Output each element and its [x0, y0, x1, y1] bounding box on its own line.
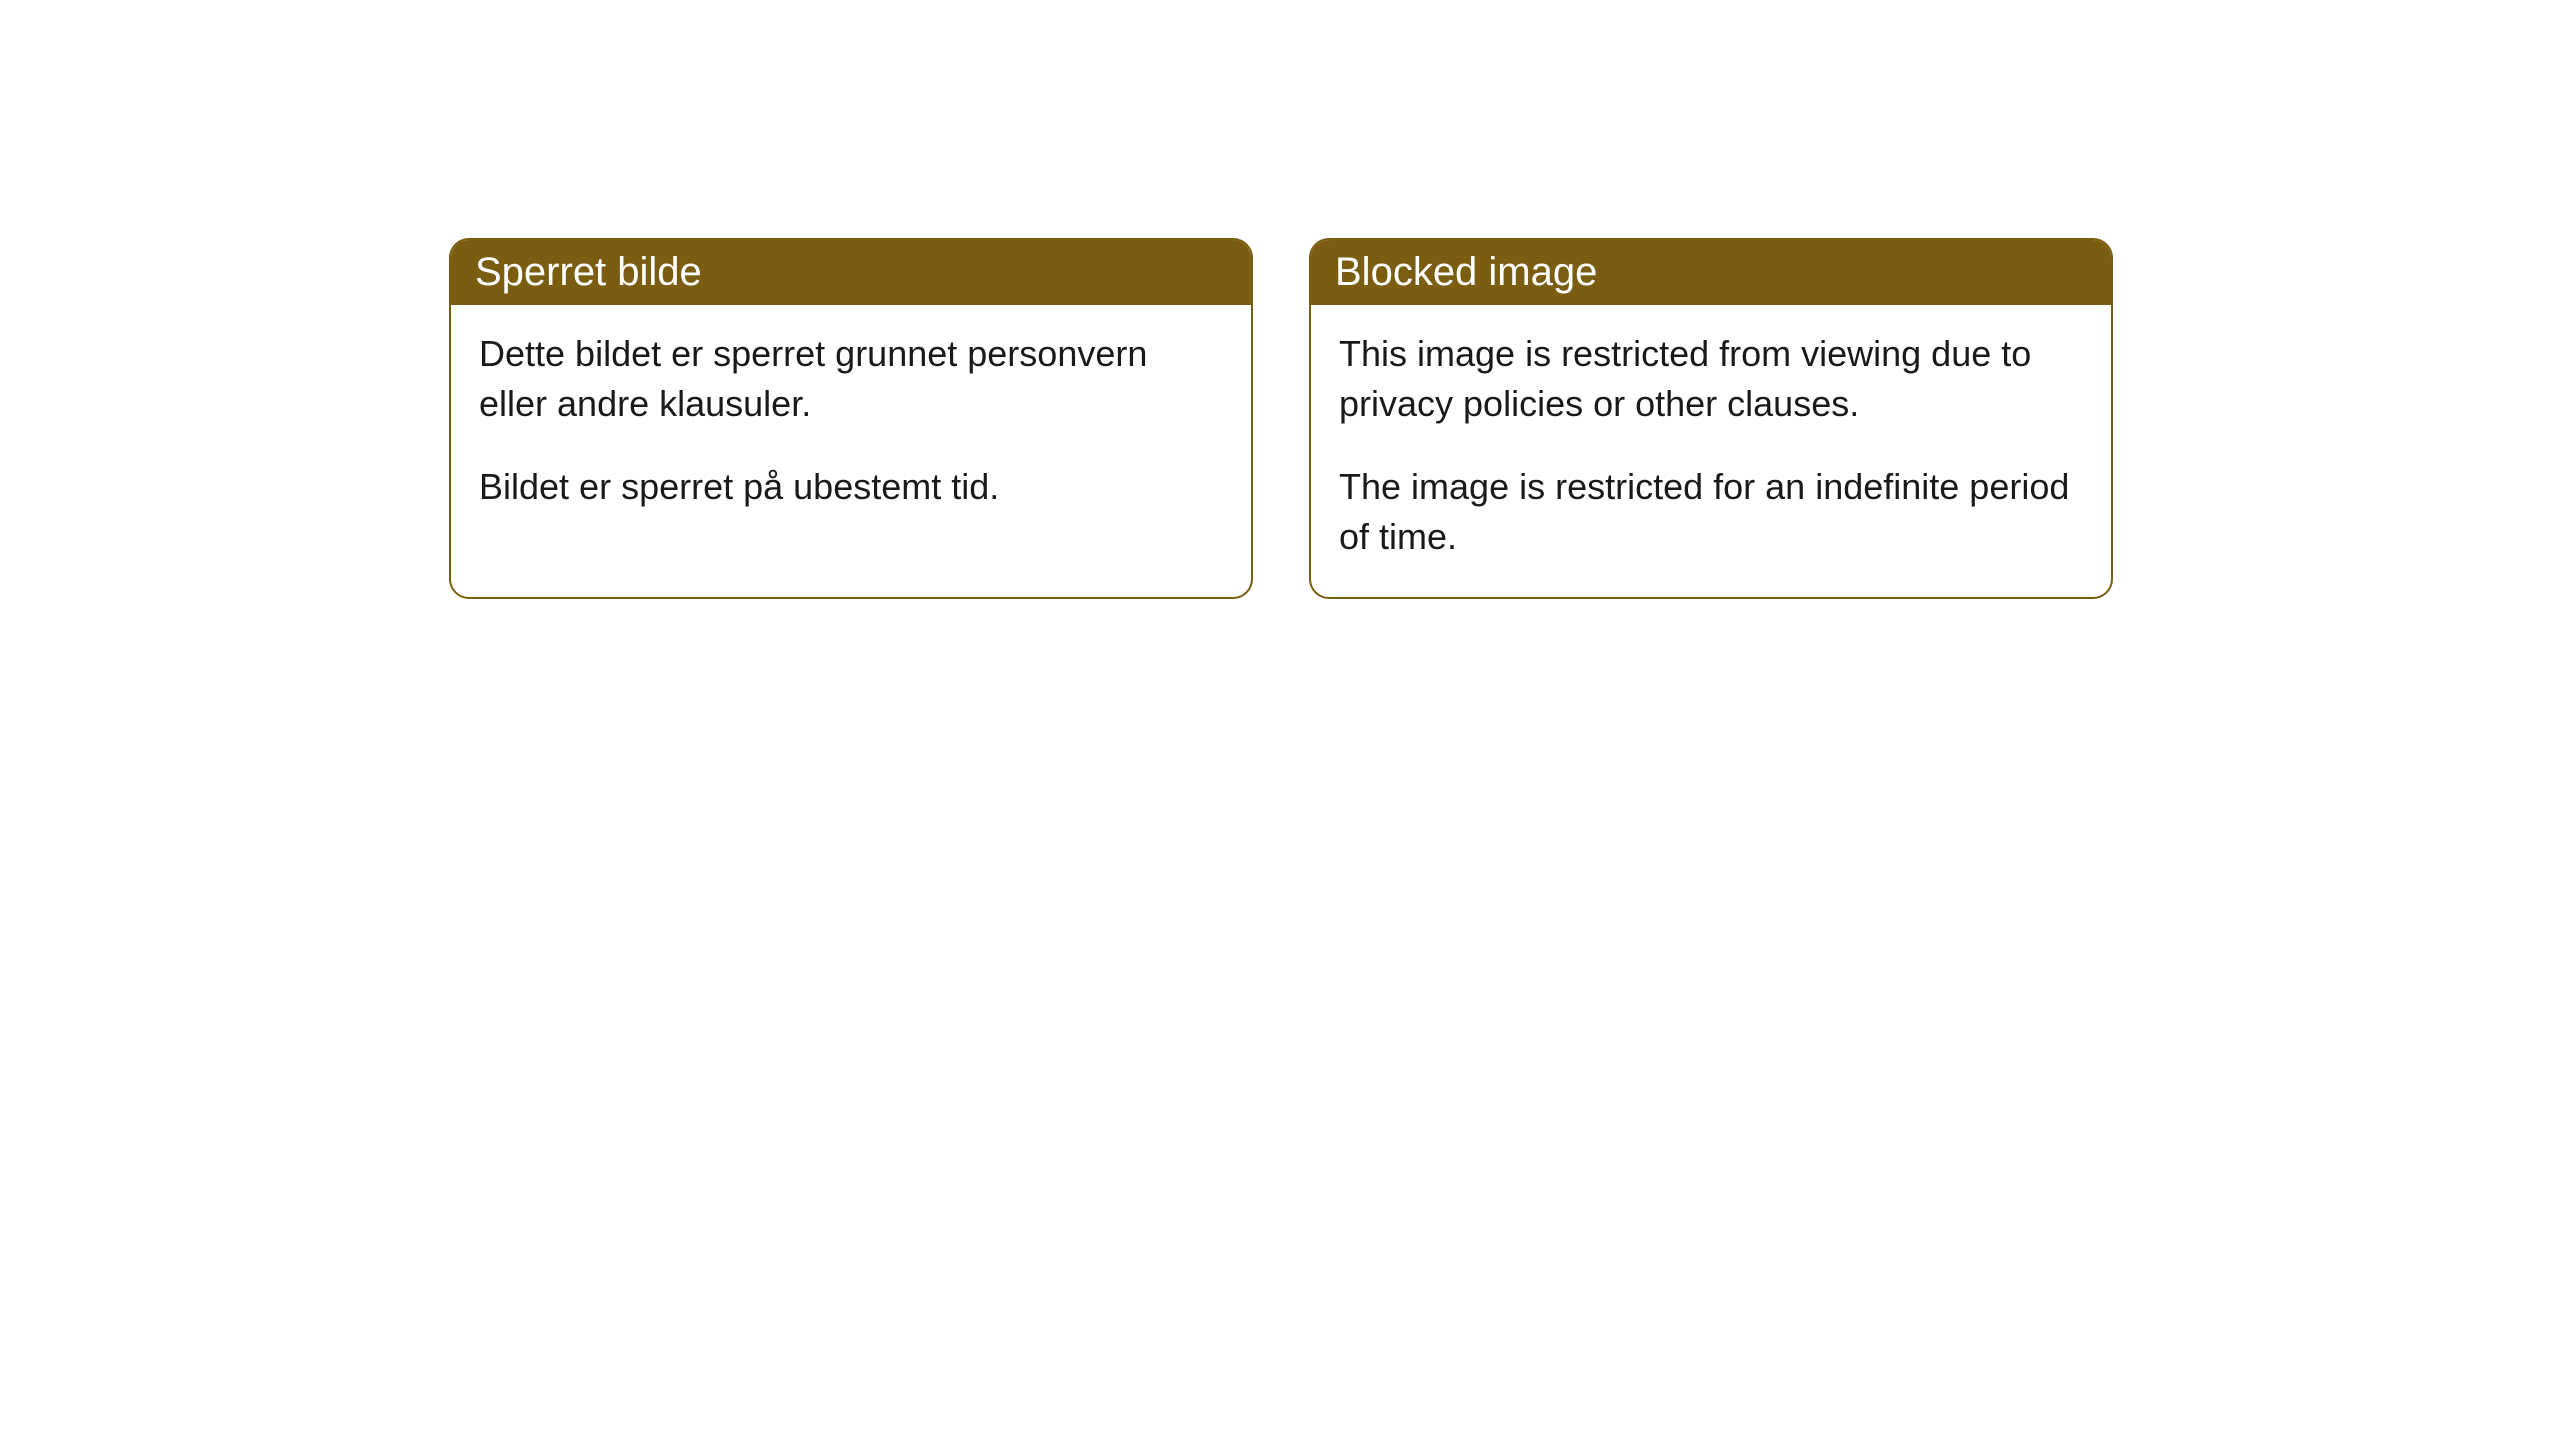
blocked-image-card-norwegian: Sperret bilde Dette bildet er sperret gr… — [449, 238, 1253, 599]
card-title: Sperret bilde — [475, 250, 702, 294]
card-body: This image is restricted from viewing du… — [1311, 305, 2111, 597]
card-container: Sperret bilde Dette bildet er sperret gr… — [0, 0, 2560, 599]
card-title: Blocked image — [1335, 250, 1597, 294]
blocked-image-card-english: Blocked image This image is restricted f… — [1309, 238, 2113, 599]
card-paragraph: Dette bildet er sperret grunnet personve… — [479, 329, 1223, 430]
card-paragraph: The image is restricted for an indefinit… — [1339, 462, 2083, 563]
card-paragraph: Bildet er sperret på ubestemt tid. — [479, 462, 1223, 512]
card-body: Dette bildet er sperret grunnet personve… — [451, 305, 1251, 546]
card-paragraph: This image is restricted from viewing du… — [1339, 329, 2083, 430]
card-header: Blocked image — [1311, 240, 2111, 305]
card-header: Sperret bilde — [451, 240, 1251, 305]
